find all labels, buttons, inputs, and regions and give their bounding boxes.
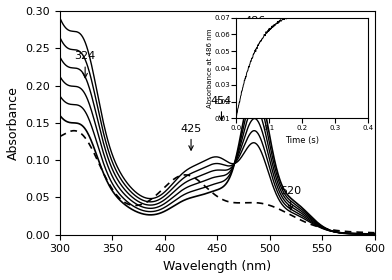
X-axis label: Wavelength (nm): Wavelength (nm) [163,260,271,273]
Y-axis label: Absorbance: Absorbance [7,86,20,160]
Text: 324: 324 [74,52,96,78]
Text: 486: 486 [244,16,266,41]
Text: 454: 454 [211,96,232,120]
Text: 425: 425 [180,124,201,150]
Text: 520: 520 [280,186,301,210]
